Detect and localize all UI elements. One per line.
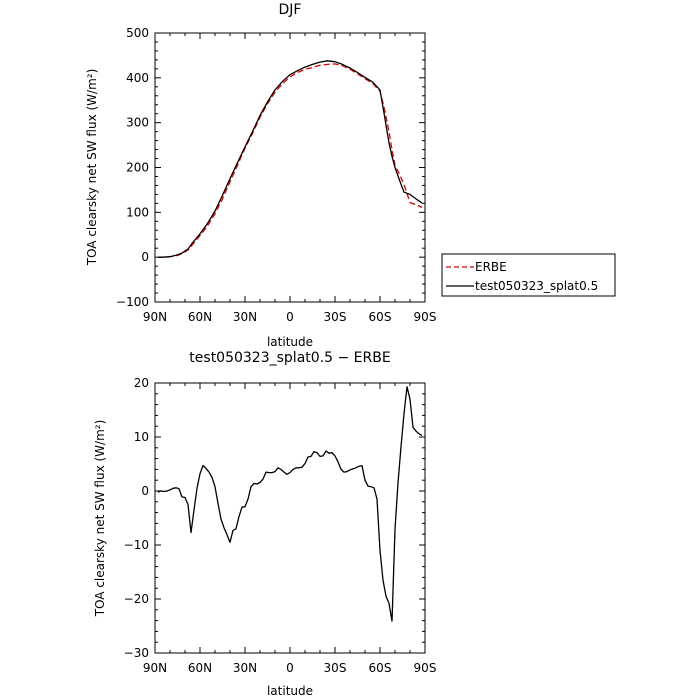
bottom-plot-area [157,386,423,622]
top-panel: DJF 90N 60N 30N 0 30S 60S 90S −100 0 100 200 300 400… [85,2,616,349]
y-tick-label: 100 [126,205,149,219]
top-axes: 90N 60N 30N 0 30S 60S 90S −100 0 100 200 300 400 500 [116,26,436,324]
plot-frame [154,32,426,303]
x-tick-label: 0 [286,310,294,324]
x-tick-label: 60N [188,661,212,675]
bottom-x-axis-label: latitude [267,684,313,698]
bottom-y-axis-label: TOA clearsky net SW flux (W/m²) [93,420,107,618]
y-tick-label: −100 [116,295,149,309]
y-tick-label: 10 [134,430,149,444]
y-tick-label: 200 [126,161,149,175]
top-legend: ERBE test050323_splat0.5 [441,253,616,297]
bottom-axes: 90N 60N 30N 0 30S 60S 90S −30 −20 −10 0 10 20 [124,376,437,675]
series-line-difference [157,386,423,622]
y-tick-label: 0 [141,250,149,264]
legend-box [441,253,616,297]
series-line-erbe [158,63,423,258]
series-line-test050323-splat0-5 [158,60,423,258]
x-tick-label: 90S [414,661,437,675]
top-y-axis-label: TOA clearsky net SW flux (W/m²) [85,69,99,267]
top-x-axis-label: latitude [267,335,313,349]
y-tick-label: −10 [124,538,149,552]
top-plot-area [158,60,423,258]
x-tick-label: 30S [324,310,347,324]
x-tick-label: 60S [369,661,392,675]
bottom-chart-title: test050323_splat0.5 − ERBE [189,350,390,366]
y-tick-label: 20 [134,376,149,390]
legend-label-erbe: ERBE [475,260,507,274]
y-tick-label: 400 [126,71,149,85]
legend-label-model: test050323_splat0.5 [475,279,598,293]
x-tick-label: 90N [143,661,167,675]
plot-frame [154,382,426,654]
x-tick-label: 30N [233,310,257,324]
y-tick-label: 0 [141,484,149,498]
x-tick-label: 0 [286,661,294,675]
bottom-panel: test050323_splat0.5 − ERBE 90N 60N 30N 0 30S… [93,350,436,698]
x-tick-label: 30N [233,661,257,675]
x-tick-label: 90N [143,310,167,324]
y-tick-label: 500 [126,26,149,40]
x-tick-label: 60N [188,310,212,324]
x-tick-label: 90S [414,310,437,324]
x-tick-label: 60S [369,310,392,324]
y-tick-label: 300 [126,116,149,130]
x-tick-label: 30S [324,661,347,675]
y-tick-label: −30 [124,646,149,660]
y-tick-label: −20 [124,592,149,606]
top-chart-title: DJF [279,2,302,18]
